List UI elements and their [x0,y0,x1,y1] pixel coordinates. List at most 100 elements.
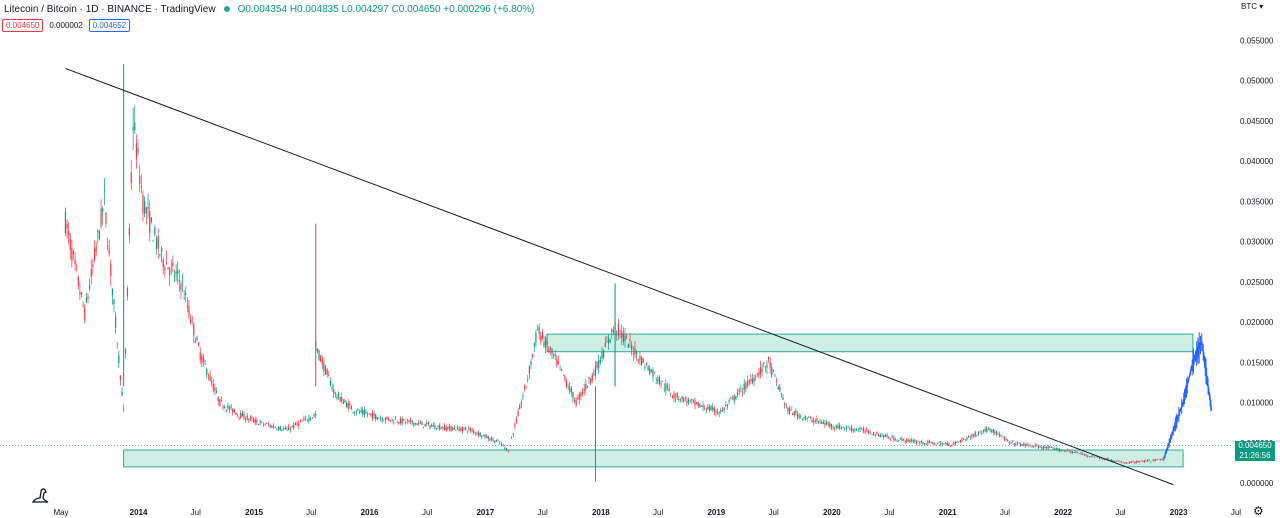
candle-body [1063,449,1065,452]
candle-body [304,417,307,419]
candle-body [267,424,270,426]
candle-body [872,431,875,436]
candle-body [266,423,268,424]
candle-body [520,402,522,405]
candle-body [373,413,375,416]
candle-body [1028,444,1030,446]
candle-body [108,248,110,254]
candle-body [347,402,349,409]
candle-body [575,401,577,406]
candle-body [502,444,504,446]
candle-body [816,418,818,422]
candle-body [788,408,791,414]
candle-body [398,422,400,424]
candle-body [679,399,682,401]
candle-body [173,275,176,277]
candle-body [342,401,344,404]
candle-body [1140,460,1142,462]
candle-body [741,392,744,394]
candle-body [102,208,104,212]
candle-body [963,438,965,440]
candle-body [1054,448,1056,451]
candle-body [997,434,999,435]
candle-body [713,408,715,412]
x-tick-label: 2016 [361,508,379,517]
candle-body [498,442,501,444]
candle-body [238,416,240,418]
candle-body [572,392,574,399]
candle-body [413,422,415,426]
candle-body [658,376,661,385]
candle-body [378,418,380,419]
candle-body [750,378,752,382]
candle-body [517,411,519,417]
candle-body [376,417,378,420]
candle-body [586,386,589,387]
candle-body [553,355,555,356]
candle-body [764,365,766,367]
candle-body [901,438,903,441]
candle-body [979,431,981,433]
x-tick-label: Jul [884,508,894,517]
candle-body [678,399,680,400]
candle-body [1020,444,1022,446]
candle-body [533,343,535,347]
candle-body [1062,450,1064,452]
candle-body [504,447,506,449]
candle-body [381,418,383,421]
candle-body [652,370,654,377]
candle-body [995,431,998,435]
candle-body [821,422,823,424]
candle-body [155,238,158,249]
candle-body [1090,456,1092,457]
candle-body [626,335,628,337]
candle-body [813,420,815,423]
gear-icon[interactable]: ⚙ [1253,504,1264,518]
candle-body [989,428,991,431]
candle-body [468,428,470,429]
candle-body [639,355,641,361]
candle-body [780,393,783,395]
candle-body [389,420,392,422]
candle-body [839,424,841,429]
candle-body [793,411,795,415]
candle-body [277,427,280,430]
symbol-title[interactable]: Litecoin / Bitcoin · 1D · BINANCE · Trad… [4,3,216,15]
candle-body [1041,447,1043,449]
y-tick-label: 0.025000 [1240,278,1274,287]
candle-body [627,344,629,348]
candle-body [124,349,127,354]
candle-body [435,428,438,430]
candle-body [1119,461,1121,463]
candle-body [495,440,497,442]
candle-body [804,416,807,420]
y-tick-label: 0.015000 [1240,358,1274,367]
candle-body [609,339,611,342]
candle-body [601,352,603,359]
tradingview-logo-icon[interactable] [30,484,52,506]
candle-body [162,259,164,268]
candle-body [134,122,136,131]
candle-body [721,409,724,412]
candle-body [366,414,369,415]
candle-body [105,212,107,225]
candle-body [1044,446,1046,449]
candle-body [149,210,151,233]
candle-body [1151,459,1153,461]
candle-body [241,413,243,417]
candle-body [254,419,256,424]
buy-button[interactable]: 0.004652 [88,19,131,32]
candle-body [360,409,362,413]
currency-selector[interactable]: BTC ▾ [1241,2,1263,11]
sell-button[interactable]: 0.004650 [2,19,44,32]
candle-body [530,361,532,365]
candle-body [1155,459,1157,461]
candle-body [687,399,690,403]
candle-body [126,288,129,297]
candle-body [1156,459,1158,461]
candle-body [660,383,662,385]
candle-body [370,413,372,415]
candle-body [363,410,365,415]
candle-body [844,427,846,429]
